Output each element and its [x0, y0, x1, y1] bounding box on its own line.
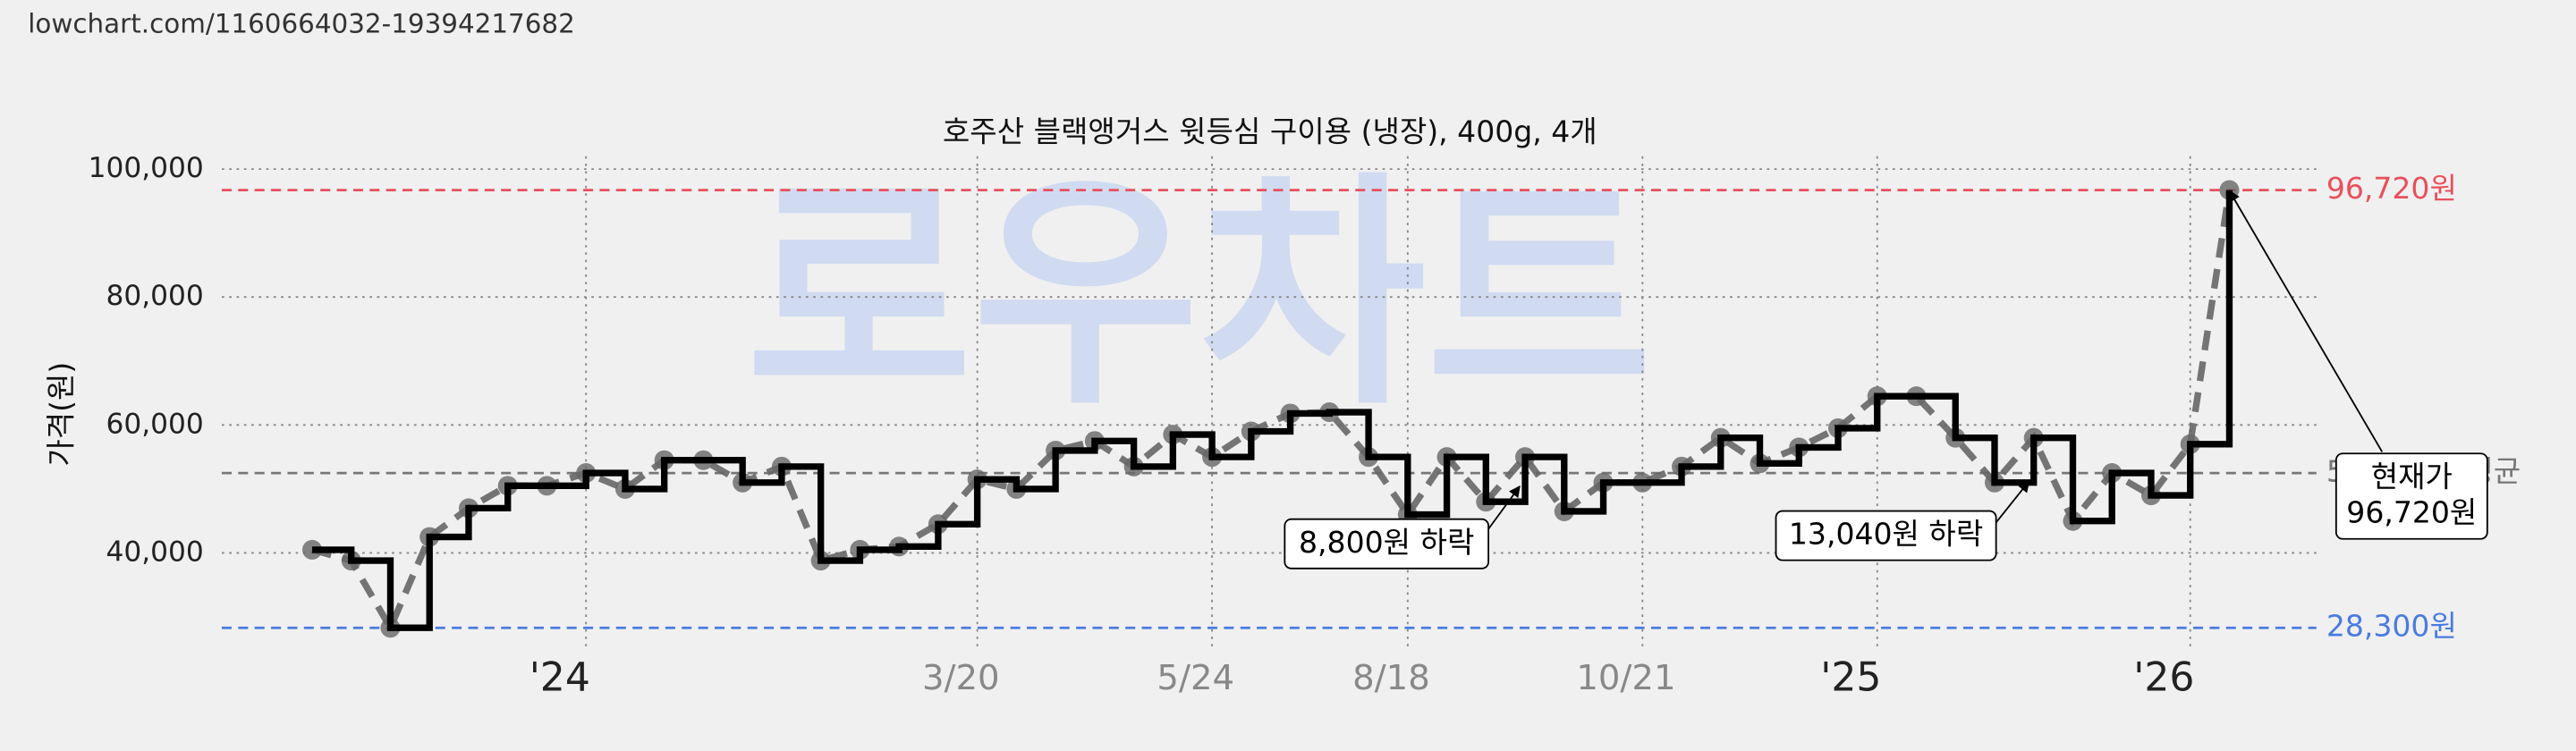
annotation-arrow: [1487, 485, 1521, 530]
reference-label: 96,720원: [2326, 171, 2457, 206]
x-tick-label: '25: [1820, 655, 1881, 701]
reference-label: 28,300원: [2326, 609, 2457, 644]
annotation-text: 현재가: [2371, 459, 2453, 494]
chart-title: 호주산 블랙앵거스 윗등심 구이용 (냉장), 400g, 4개: [943, 114, 1597, 149]
step-line: [311, 190, 2233, 631]
annotation-box: [1775, 510, 1997, 561]
y-tick-label: 60,000: [106, 408, 204, 440]
y-axis-label: 가격(원): [43, 362, 78, 467]
annotation-text: 96,720원: [2346, 495, 2477, 530]
y-tick-label: 100,000: [89, 152, 204, 184]
x-tick-label: 3/20: [922, 658, 1000, 698]
x-tick-label: 10/21: [1576, 658, 1675, 698]
x-tick-label: 5/24: [1157, 658, 1234, 698]
annotation-box: [1284, 518, 1489, 570]
x-tick-label: '26: [2133, 655, 2194, 701]
annotation-arrow: [1995, 480, 2030, 523]
x-tick-label: 8/18: [1352, 658, 1430, 698]
y-tick-label: 40,000: [106, 536, 204, 568]
x-tick-label: '24: [530, 655, 590, 701]
annotation-box: [2334, 452, 2488, 540]
annotation-text: 8,800원 하락: [1299, 525, 1474, 560]
y-tick-label: 80,000: [106, 280, 204, 312]
url: lowchart.com/1160664032-19394217682: [28, 8, 575, 38]
watermark: 로우차트: [746, 151, 1653, 438]
annotation-arrow: [2228, 190, 2384, 452]
annotation-text: 13,040원 하락: [1789, 517, 1983, 552]
